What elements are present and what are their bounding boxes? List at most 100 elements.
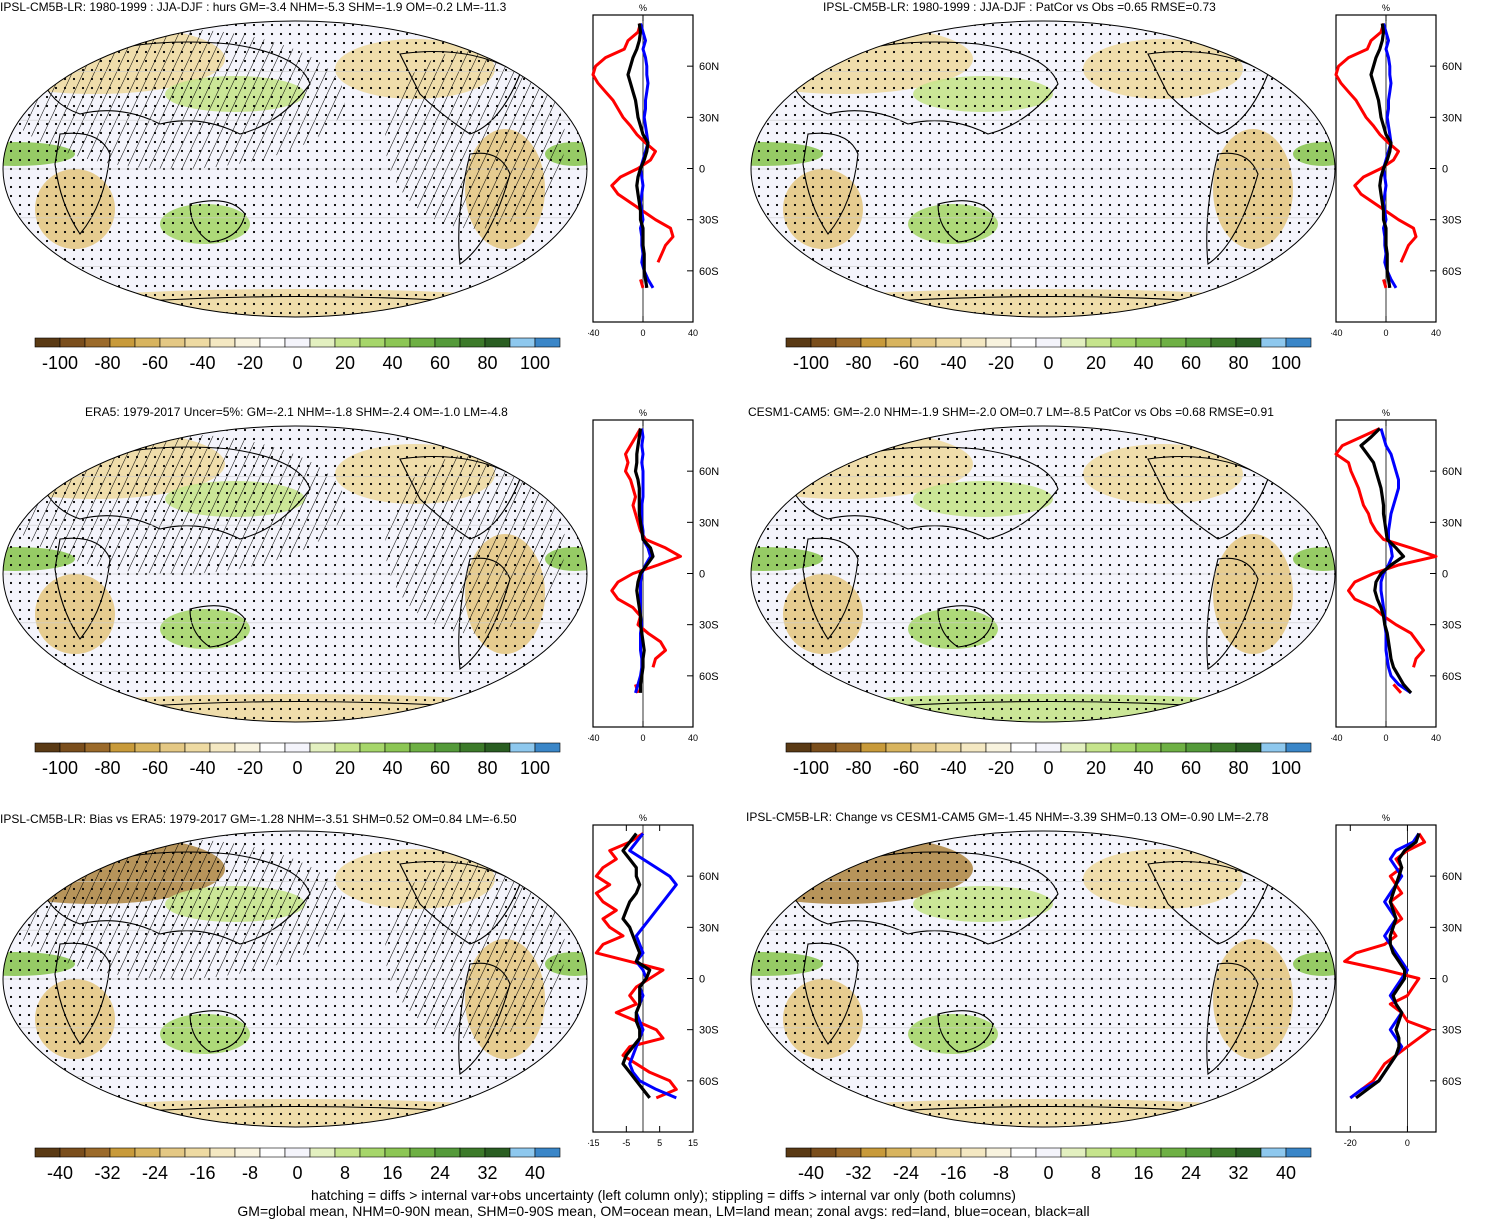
colorbar-swatch [359, 742, 386, 753]
zonal-xtick-label: 40 [1431, 328, 1441, 338]
zonal-unit-label: % [639, 813, 647, 823]
zonal-land-line [591, 23, 675, 289]
panel-title: IPSL-CM5B-LR: 1980-1999 : JJA-DJF : hurs… [0, 0, 507, 14]
colorbar: -100 -80 -60 -40 -20 0 20 40 60 80 100 [785, 337, 1312, 373]
colorbar-swatch [434, 742, 461, 753]
panel-title: IPSL-CM5B-LR: Change vs CESM1-CAM5 GM=-1… [746, 810, 1269, 824]
zonal-xtick-label: 0 [1405, 1138, 1410, 1148]
colorbar-swatch [409, 1147, 436, 1158]
zonal-xtick-label: 5 [657, 1138, 662, 1148]
panel-title: IPSL-CM5B-LR: 1980-1999 : JJA-DJF : PatC… [823, 0, 1216, 14]
colorbar-swatch [1210, 742, 1237, 753]
colorbar-swatch [359, 337, 386, 348]
zonal-land-line [1334, 427, 1438, 694]
zonal-xtick-label: 0 [640, 328, 645, 338]
panel-3: ERA5: 1979-2017 Uncer=5%: GM=-2.1 NHM=-1… [0, 405, 743, 810]
zonal-ytick-label: 60N [699, 871, 719, 883]
colorbar-swatch [985, 1147, 1012, 1158]
zonal-ytick-label: 0 [699, 974, 705, 986]
panel-2: IPSL-CM5B-LR: 1980-1999 : JJA-DJF : PatC… [743, 0, 1486, 405]
colorbar-swatch [1010, 337, 1037, 348]
colorbar-swatch [34, 742, 61, 753]
colorbar-swatch [409, 337, 436, 348]
colorbar-swatch [134, 1147, 161, 1158]
zonal-xtick-label: -20 [1344, 1138, 1357, 1148]
colorbar-swatch [159, 337, 186, 348]
colorbar-label: -40 [47, 1163, 73, 1183]
colorbar-swatch [59, 337, 86, 348]
colorbar-swatch [534, 1147, 561, 1158]
zonal-xtick-label: -5 [622, 1138, 630, 1148]
colorbar-swatch [1285, 337, 1312, 348]
map-border [2, 425, 588, 723]
zonal-ytick-label: 30N [699, 112, 719, 124]
colorbar-label: 32 [1228, 1163, 1248, 1183]
map-field [751, 426, 1335, 722]
zonal-xtick-label: 40 [688, 733, 698, 743]
zonal-ytick-label: 60N [699, 61, 719, 73]
zonal-land-line [1334, 23, 1418, 289]
panel-6: IPSL-CM5B-LR: Change vs CESM1-CAM5 GM=-1… [743, 810, 1486, 1215]
colorbar-label: 0 [1043, 1163, 1053, 1183]
colorbar-label: -80 [94, 758, 120, 778]
colorbar-swatch [1110, 337, 1137, 348]
colorbar-swatch [84, 742, 111, 753]
colorbar-swatch [159, 742, 186, 753]
colorbar-swatch [434, 337, 461, 348]
colorbar-swatch [384, 1147, 411, 1158]
colorbar-swatch [935, 742, 962, 753]
colorbar-swatch [259, 337, 286, 348]
colorbar-swatch [835, 742, 862, 753]
colorbar-label: 0 [292, 1163, 302, 1183]
colorbar-swatch [860, 337, 887, 348]
zonal-ytick-label: 0 [1442, 164, 1448, 176]
zonal-unit-label: % [639, 408, 647, 418]
colorbar-label: 20 [335, 758, 355, 778]
colorbar-label: -40 [940, 758, 966, 778]
zonal-ytick-label: 30S [699, 1025, 719, 1037]
footer-line-1: hatching = diffs > internal var+obs unce… [311, 1187, 1016, 1203]
zonal-xtick-label: -40 [1331, 733, 1343, 743]
colorbar-label: -32 [845, 1163, 871, 1183]
colorbar-swatch [1260, 337, 1287, 348]
colorbar-swatch [109, 742, 136, 753]
map-field [3, 21, 587, 317]
colorbar-swatch [1035, 742, 1062, 753]
colorbar-swatch [835, 337, 862, 348]
colorbar-label: -8 [242, 1163, 258, 1183]
colorbar-swatch [234, 742, 261, 753]
colorbar-label: -20 [988, 758, 1014, 778]
colorbar-label: 0 [1043, 758, 1053, 778]
zonal-ytick-label: 60N [1442, 61, 1462, 73]
zonal-ytick-label: 30S [1442, 215, 1462, 227]
zonal-xtick-label: 0 [640, 733, 645, 743]
colorbar-swatch [84, 337, 111, 348]
colorbar-swatch [384, 337, 411, 348]
colorbar-swatch [860, 1147, 887, 1158]
colorbar-swatch [935, 1147, 962, 1158]
colorbar-swatch [509, 1147, 536, 1158]
colorbar-swatch [109, 1147, 136, 1158]
zonal-xtick-label: 15 [688, 1138, 698, 1148]
colorbar-swatch [484, 1147, 511, 1158]
colorbar: -40 -32 -24 -16 -8 0 8 16 24 32 40 [785, 1147, 1312, 1183]
zonal-ytick-label: 0 [1442, 974, 1448, 986]
colorbar-swatch [459, 1147, 486, 1158]
colorbar-label: -20 [237, 758, 263, 778]
colorbar-label: 8 [340, 1163, 350, 1183]
colorbar-label: -8 [993, 1163, 1009, 1183]
colorbar-label: -80 [94, 353, 120, 373]
colorbar-swatch [1260, 742, 1287, 753]
zonal-all-line [621, 832, 652, 1099]
colorbar-swatch [1285, 742, 1312, 753]
zonal-ocean-line [1379, 428, 1412, 695]
zonal-all-line [626, 23, 650, 289]
zonal-ytick-label: 60N [699, 466, 719, 478]
colorbar-swatch [935, 337, 962, 348]
colorbar-swatch [234, 337, 261, 348]
colorbar-swatch [509, 742, 536, 753]
zonal-ytick-label: 60S [1442, 266, 1462, 278]
zonal-land-line [610, 427, 682, 694]
colorbar-swatch [1085, 1147, 1112, 1158]
colorbar-swatch [459, 742, 486, 753]
